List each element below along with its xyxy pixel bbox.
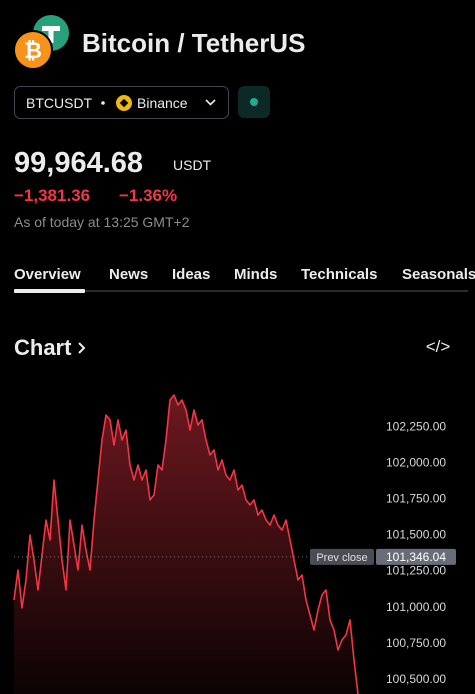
prev-close-value: 101,346.04 [386,550,446,564]
bitcoin-glyph: ₿ [24,38,42,63]
area-fill [14,395,358,694]
separator-dot [101,101,105,105]
y-tick-label: 100,500.00 [386,672,446,686]
bitcoin-icon [13,30,53,70]
y-tick-label: 102,000.00 [386,455,446,469]
heading-chevron [78,342,86,354]
as-of: As of today at 13:25 GMT+2 [14,214,190,230]
y-tick-label: 102,250.00 [386,419,446,433]
exchange: Binance [137,95,188,111]
tab[interactable]: Minds [234,266,277,283]
tab[interactable]: News [109,266,148,283]
tab[interactable]: Technicals [301,266,377,283]
currency: USDT [173,157,212,173]
prev-close-label: Prev close [316,552,367,564]
dropdown-chevron [205,99,216,106]
symbol: BTCUSDT [26,95,93,111]
tab-track [14,290,468,292]
tab[interactable]: Overview [14,266,81,283]
y-tick-label: 101,250.00 [386,564,446,578]
price: 99,964.68 [14,147,143,179]
binance-glyph [119,98,129,108]
y-tick-label: 101,750.00 [386,491,446,505]
embed-button[interactable]: </> [426,337,451,356]
symbol-selector[interactable] [14,86,229,119]
y-tick-label: 101,000.00 [386,600,446,614]
y-tick-label: 100,750.00 [386,636,446,650]
price-line [13,394,359,694]
tab[interactable]: Seasonals [402,266,475,283]
tab[interactable]: Ideas [172,266,210,283]
chart-heading[interactable]: Chart [14,335,72,360]
market-status-dot [250,98,258,106]
tether-glyph [42,26,60,43]
prev-close-label-bg [310,548,374,565]
y-tick-label: 101,500.00 [386,528,446,542]
prev-close-value-bg [376,548,456,565]
title: Bitcoin / TetherUS [82,28,305,58]
change-percent: −1.36% [119,186,177,205]
tab-active-indicator [14,289,85,293]
change: −1,381.36 [14,186,90,205]
chart: 100,500.00 100,750.00 101,000.00 101,250.00… [13,394,456,694]
tabs: Overview News Ideas Minds Technicals Seasonal… [14,266,475,283]
